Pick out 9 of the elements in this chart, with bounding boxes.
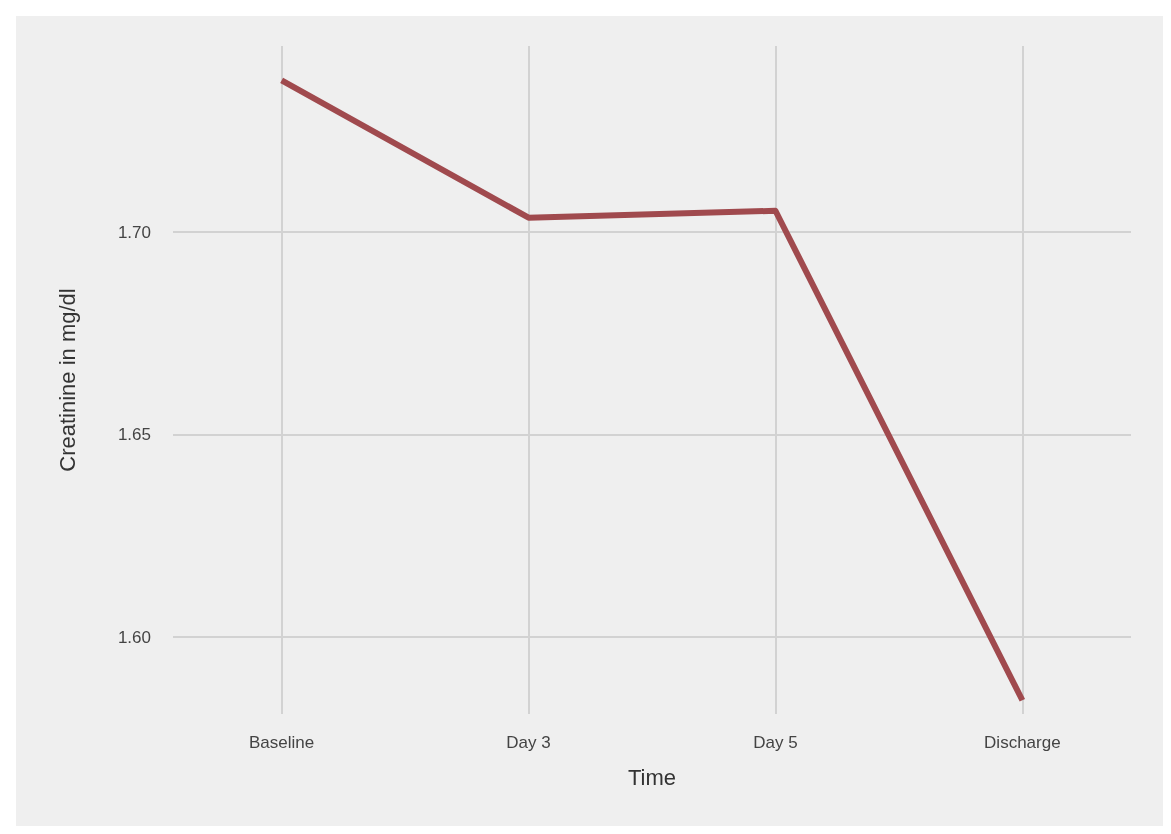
x-tick-label: Baseline [249,733,315,752]
x-tick-label: Day 3 [506,733,551,752]
y-tick-label: 1.70 [117,222,151,242]
x-tick-label: Day 5 [753,733,798,752]
x-axis-title: Time [627,764,677,790]
y-tick-label: 1.65 [117,425,151,445]
y-axis-title: Creatinine in mg/dl [54,288,80,472]
y-tick-label: 1.60 [117,627,151,647]
x-tick-label: Discharge [984,733,1061,752]
